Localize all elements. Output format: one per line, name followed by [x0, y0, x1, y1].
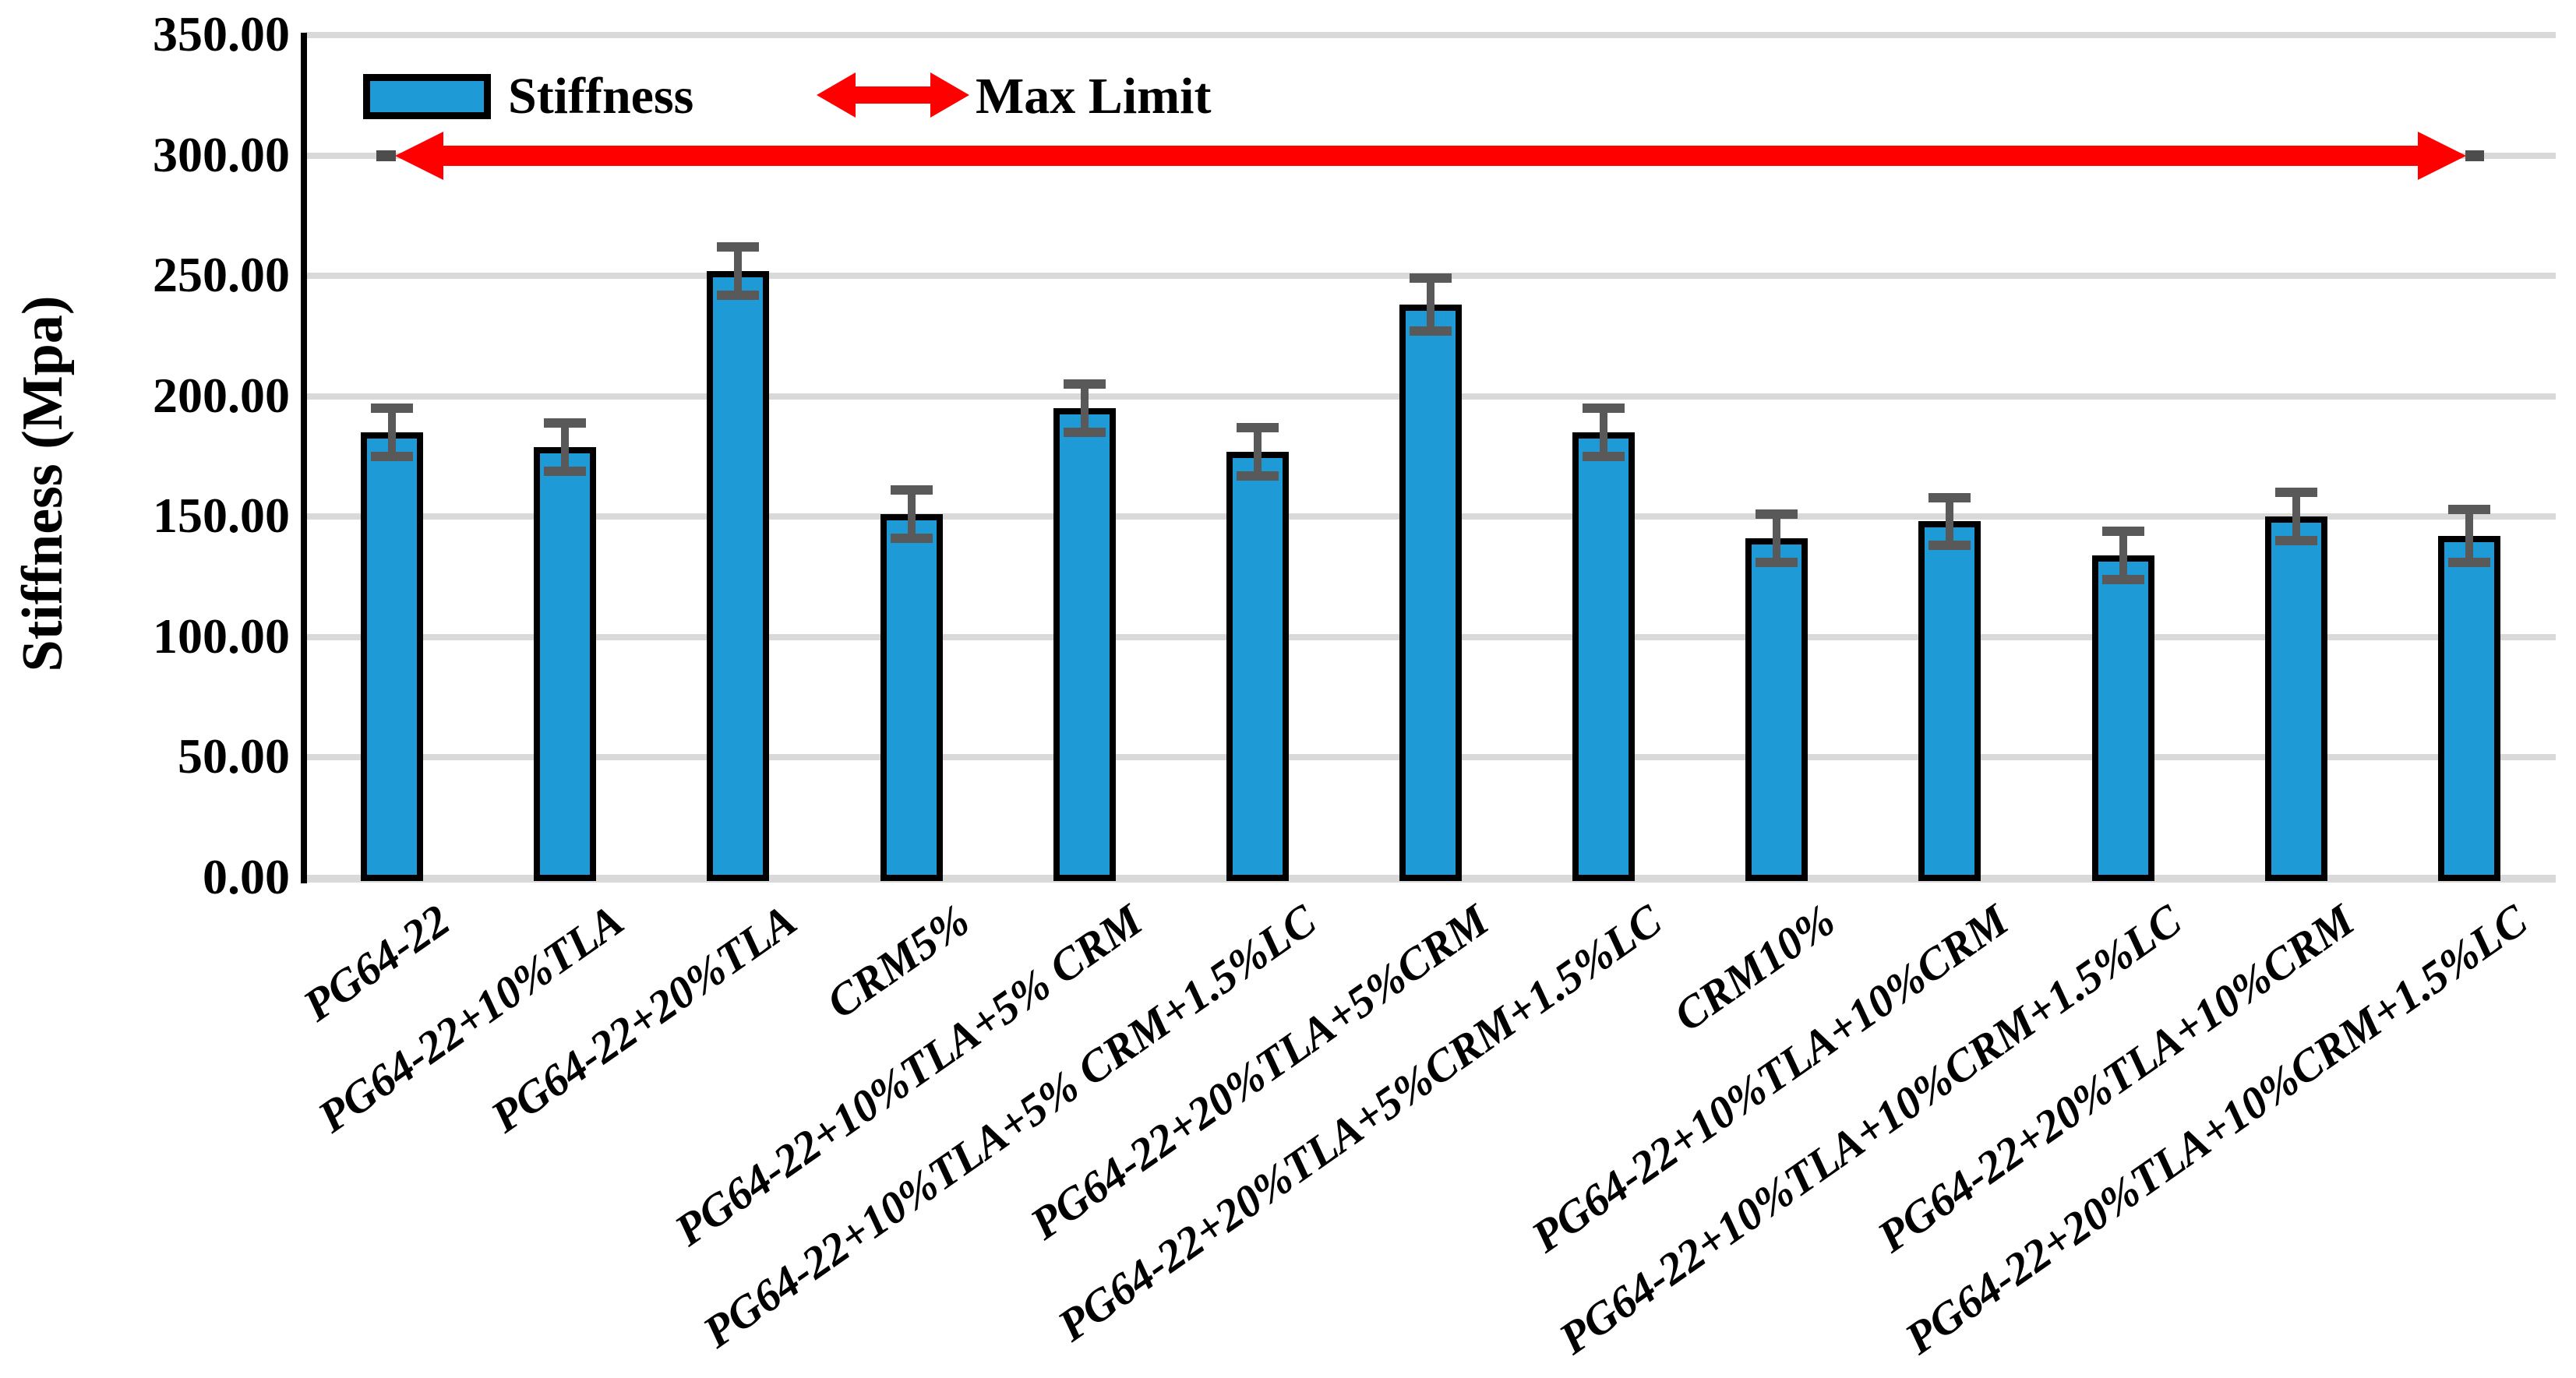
bar-CRM10% — [1745, 538, 1808, 881]
error-cap-top — [371, 404, 414, 414]
error-cap-bottom — [2274, 536, 2317, 546]
error-cap-top — [1063, 379, 1106, 389]
error-cap-bottom — [890, 534, 933, 544]
category-label-PG64-22+10%TLA+5% CRM+1.5%LC: PG64-22+10%TLA+5% CRM+1.5%LC — [693, 894, 1325, 1358]
bar-PG64-22 — [361, 432, 424, 881]
y-tick-label: 200.00 — [153, 367, 290, 423]
error-bar-PG64-22+20%TLA+5%CRM — [1427, 278, 1434, 332]
error-cap-top — [717, 242, 760, 252]
error-bar-PG64-22+20%TLA+5%CRM+1.5%LC — [1600, 408, 1608, 456]
error-cap-top — [2101, 526, 2144, 536]
error-cap-bottom — [1410, 326, 1452, 337]
error-cap-bottom — [371, 452, 414, 461]
legend-stiffness-label: Stiffness — [508, 68, 694, 125]
error-bar-PG64-22+20%TLA — [734, 247, 743, 295]
error-bar-PG64-22+10%TLA+5% CRM — [1080, 384, 1089, 433]
bar-PG64-22+10%TLA+5% CRM+1.5%LC — [1226, 451, 1289, 881]
error-bar-PG64-22+20%TLA+10%CRM — [2292, 492, 2300, 541]
category-label-PG64-22+20%TLA+10%CRM+1.5%LC: PG64-22+20%TLA+10%CRM+1.5%LC — [1896, 894, 2537, 1364]
error-cap-top — [1236, 422, 1279, 432]
gridline-350 — [305, 32, 2556, 38]
y-tick-label: 150.00 — [153, 488, 290, 544]
legend-stiffness-swatch — [363, 74, 491, 119]
error-bar-CRM5% — [907, 490, 916, 539]
error-cap-bottom — [2101, 574, 2144, 584]
bar-PG64-22+10%TLA — [534, 446, 597, 881]
bar-PG64-22+20%TLA+10%CRM+1.5%LC — [2437, 536, 2500, 881]
error-cap-top — [1583, 404, 1625, 414]
max-limit-line-end — [376, 150, 396, 161]
error-bar-PG64-22+10%TLA+10%CRM — [1946, 497, 1954, 546]
bar-PG64-22+20%TLA+5%CRM — [1399, 305, 1462, 881]
error-cap-bottom — [1756, 558, 1798, 568]
error-cap-top — [544, 418, 587, 428]
error-bar-CRM10% — [1773, 514, 1781, 563]
error-cap-top — [2447, 505, 2490, 514]
y-axis-line — [301, 33, 307, 883]
max-limit-arrow-right — [2418, 131, 2466, 180]
error-bar-PG64-22 — [388, 408, 397, 456]
category-label-PG64-22+10%TLA: PG64-22+10%TLA — [309, 894, 633, 1143]
category-label-PG64-22+20%TLA: PG64-22+20%TLA — [482, 894, 806, 1143]
error-cap-top — [2274, 488, 2317, 498]
bar-PG64-22+10%TLA+5% CRM — [1053, 408, 1116, 881]
error-cap-bottom — [1928, 541, 1971, 551]
y-tick-label: 300.00 — [153, 126, 290, 182]
legend-max-limit-arrow-icon — [854, 86, 932, 104]
max-limit-arrow-body — [441, 145, 2422, 166]
y-tick-label: 350.00 — [153, 6, 290, 62]
error-cap-bottom — [1063, 428, 1106, 438]
y-tick-label: 50.00 — [178, 728, 290, 784]
error-cap-bottom — [1583, 452, 1625, 461]
error-cap-bottom — [544, 466, 587, 476]
category-label-PG64-22: PG64-22 — [294, 894, 460, 1031]
category-label-PG64-22+10%TLA+10%CRM+1.5%LC: PG64-22+10%TLA+10%CRM+1.5%LC — [1549, 894, 2190, 1364]
error-cap-bottom — [717, 290, 760, 300]
error-bar-PG64-22+10%TLA+5% CRM+1.5%LC — [1253, 427, 1262, 476]
bar-PG64-22+20%TLA+5%CRM+1.5%LC — [1572, 432, 1636, 881]
bar-CRM5% — [880, 514, 943, 881]
bar-PG64-22+20%TLA+10%CRM — [2264, 516, 2327, 881]
error-cap-top — [1410, 273, 1452, 284]
legend-max-limit-arrow-icon — [930, 72, 969, 118]
error-cap-top — [1756, 509, 1798, 520]
error-cap-bottom — [2447, 558, 2490, 568]
error-cap-top — [890, 485, 933, 495]
error-bar-PG64-22+10%TLA+10%CRM+1.5%LC — [2119, 530, 2127, 580]
bar-PG64-22+10%TLA+10%CRM+1.5%LC — [2091, 555, 2154, 881]
error-cap-top — [1928, 492, 1971, 502]
legend-max-limit-label: Max Limit — [976, 68, 1212, 125]
error-bar-PG64-22+20%TLA+10%CRM+1.5%LC — [2465, 509, 2473, 562]
y-tick-label: 0.00 — [203, 849, 290, 904]
category-label-CRM5%: CRM5% — [817, 894, 979, 1028]
bar-PG64-22+20%TLA — [707, 270, 770, 881]
bar-PG64-22+10%TLA+10%CRM — [1918, 521, 1981, 881]
error-bar-PG64-22+10%TLA — [561, 422, 570, 471]
legend-max-limit-arrow-icon — [817, 72, 856, 118]
y-tick-label: 250.00 — [153, 247, 290, 303]
y-tick-label: 100.00 — [153, 608, 290, 664]
error-cap-bottom — [1236, 470, 1279, 481]
max-limit-line-end — [2465, 150, 2484, 161]
max-limit-arrow-left — [395, 131, 443, 180]
